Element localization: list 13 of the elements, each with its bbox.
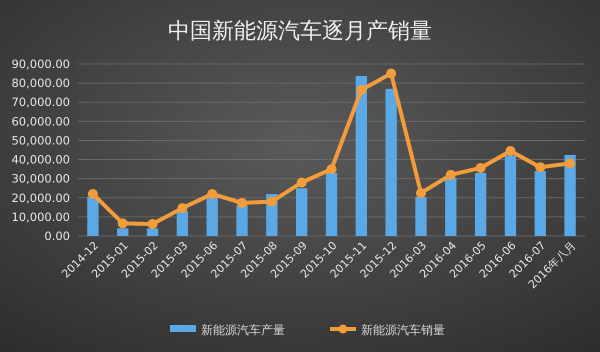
title: 中国新能源汽车逐月产销量 (168, 19, 432, 44)
legend-label: 新能源汽车产量 (201, 323, 285, 337)
y-tick-label: 70,000.00 (11, 95, 70, 110)
y-tick-label: 20,000.00 (11, 190, 70, 205)
y-tick-label: 0.00 (44, 229, 70, 243)
y-tick-label: 10,000.00 (11, 210, 70, 224)
legend-label: 新能源汽车销量 (361, 323, 445, 337)
y-tick-label: 30,000.00 (11, 172, 70, 186)
y-tick-label: 40,000.00 (11, 152, 70, 167)
y-tick-label: 80,000.00 (11, 76, 70, 90)
y-tick-label: 90,000.00 (11, 57, 70, 71)
y-tick-label: 60,000.00 (11, 114, 70, 128)
y-tick-label: 50,000.00 (11, 133, 70, 148)
